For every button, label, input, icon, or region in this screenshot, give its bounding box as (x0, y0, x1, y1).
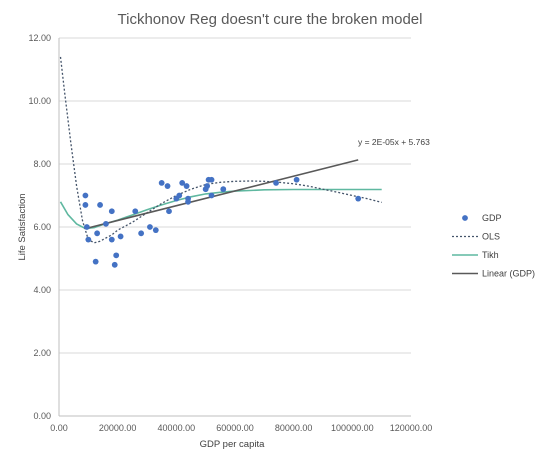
chart-title: Tickhonov Reg doesn't cure the broken mo… (118, 11, 423, 28)
gdp-point (183, 183, 190, 189)
y-tick-label: 2.00 (33, 348, 51, 358)
legend-label: OLS (482, 232, 500, 242)
gdp-point (132, 208, 139, 215)
y-tick-label: 6.00 (33, 222, 51, 232)
legend-label: Tikh (482, 250, 499, 260)
gdp-point (82, 192, 89, 199)
y-axis-label: Life Satisfaction (17, 193, 28, 260)
gdp-point (293, 176, 300, 183)
gdp-point (152, 227, 159, 234)
gdp-point (164, 183, 171, 189)
y-tick-label: 0.00 (33, 411, 51, 421)
plot-series (59, 56, 382, 268)
gdp-point (85, 236, 92, 243)
gdp-point (103, 220, 109, 227)
gdp-point (113, 252, 120, 259)
legend-marker-gdp (462, 215, 468, 221)
x-tick-label: 80000.00 (275, 423, 313, 433)
gdp-point (94, 230, 101, 237)
y-tick-label: 8.00 (33, 159, 51, 169)
gdp-point (82, 202, 89, 208)
gdp-point (108, 208, 115, 215)
y-tick-label: 12.00 (28, 33, 51, 43)
x-tick-label: 20000.00 (99, 423, 137, 433)
x-tick-label: 60000.00 (216, 423, 254, 433)
gdp-point (220, 186, 227, 193)
gdp-point (166, 208, 172, 215)
gdp-point (92, 258, 99, 265)
x-tick-labels: 0.00 20000.00 40000.00 60000.00 80000.00 1000… (50, 423, 432, 433)
gdp-point (204, 183, 211, 189)
gdp-point (83, 224, 90, 230)
x-tick-label: 40000.00 (158, 423, 196, 433)
legend-label: Linear (GDP) (482, 269, 535, 279)
gdp-point (97, 202, 103, 208)
x-tick-label: 0.00 (50, 423, 68, 433)
y-tick-labels: 0.00 2.00 4.00 6.00 8.00 10.00 12.00 (28, 33, 51, 421)
x-axis-label: GDP per capita (200, 439, 265, 450)
trendline-equation: y = 2E-05x + 5.763 (358, 137, 430, 147)
gdp-point (355, 195, 362, 202)
gdp-point (273, 180, 279, 186)
gdp-point (111, 261, 118, 268)
gdp-point (117, 233, 124, 240)
gdp-point (108, 236, 115, 243)
y-tick-label: 10.00 (28, 96, 51, 106)
gdp-point (147, 224, 153, 230)
gridlines (59, 37, 411, 354)
linear-gdp-line (85, 159, 359, 230)
legend: GDP OLS Tikh Linear (GDP) (452, 213, 535, 279)
ols-line (59, 56, 382, 244)
gdp-point (185, 195, 191, 202)
gdp-point (208, 176, 215, 183)
legend-label: GDP (482, 213, 502, 223)
gdp-point (208, 192, 215, 199)
axes (58, 38, 411, 417)
x-tick-label: 120000.00 (390, 423, 433, 433)
gdp-point (158, 180, 165, 186)
gdp-point (176, 192, 183, 199)
gdp-point (179, 180, 186, 186)
x-tick-label: 100000.00 (331, 423, 374, 433)
gdp-point (138, 230, 145, 237)
y-tick-label: 4.00 (33, 285, 51, 295)
